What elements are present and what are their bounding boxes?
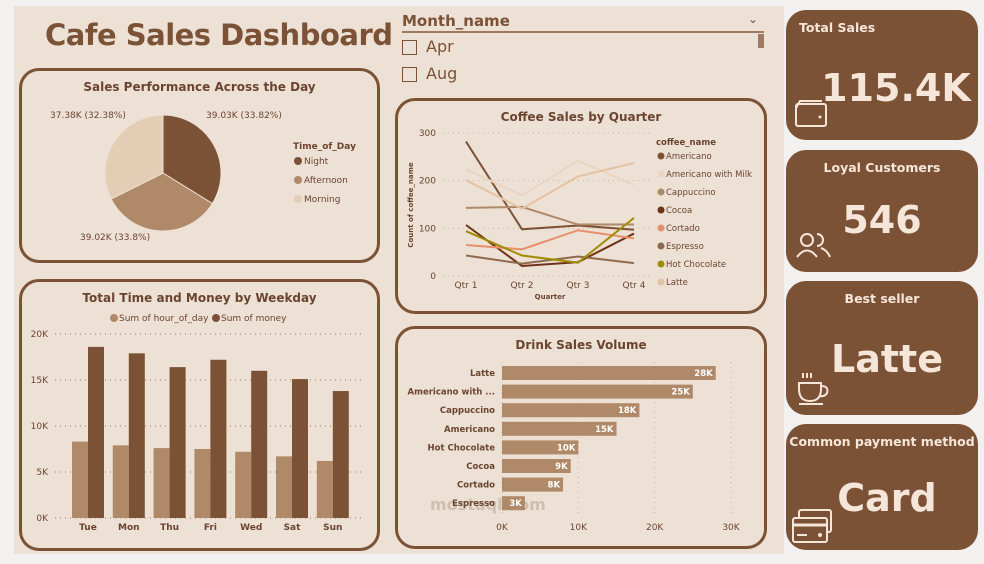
card-label: Best seller [844, 291, 920, 306]
card-label: Loyal Customers [823, 160, 941, 175]
card-label: Total Sales [799, 20, 876, 35]
checkbox[interactable] [402, 67, 417, 82]
quarter-title: Coffee Sales by Quarter [500, 110, 662, 124]
month-slicer[interactable]: Month_name ⌄ Apr Aug [402, 12, 764, 84]
drink-panel: Drink Sales Volume [395, 326, 767, 549]
card-value: Card [837, 476, 937, 520]
pie-title: Sales Performance Across the Day [83, 80, 316, 94]
slicer-label: Month_name [402, 12, 510, 30]
card-value: 546 [842, 198, 922, 242]
scrollbar[interactable] [758, 34, 764, 48]
drink-title: Drink Sales Volume [515, 338, 647, 352]
loyal-customers-card: Loyal Customers 546 [786, 150, 978, 272]
watermark: mostaql.com [430, 495, 546, 514]
weekday-panel: Total Time and Money by Weekday [19, 279, 380, 551]
checkbox[interactable] [402, 40, 417, 55]
credit-card-icon [792, 509, 832, 543]
slicer-option[interactable]: Aug [402, 60, 764, 84]
total-sales-card: Total Sales 115.4K [786, 10, 978, 140]
payment-method-card: Common payment method Card [786, 424, 978, 550]
card-label: Common payment method [789, 434, 975, 449]
card-value: Latte [831, 337, 943, 381]
wallet-icon [795, 100, 827, 127]
coffee-cup-icon [798, 373, 829, 405]
quarter-panel: Coffee Sales by Quarter [395, 98, 767, 314]
page-title: Cafe Sales Dashboard [45, 18, 393, 52]
weekday-title: Total Time and Money by Weekday [82, 291, 317, 305]
best-seller-card: Best seller Latte [786, 281, 978, 415]
slicer-option[interactable]: Apr [402, 33, 764, 60]
pie-panel: Sales Performance Across the Day [19, 68, 380, 263]
chevron-down-icon[interactable]: ⌄ [747, 12, 758, 26]
users-icon [796, 233, 831, 258]
card-value: 115.4K [821, 66, 971, 110]
